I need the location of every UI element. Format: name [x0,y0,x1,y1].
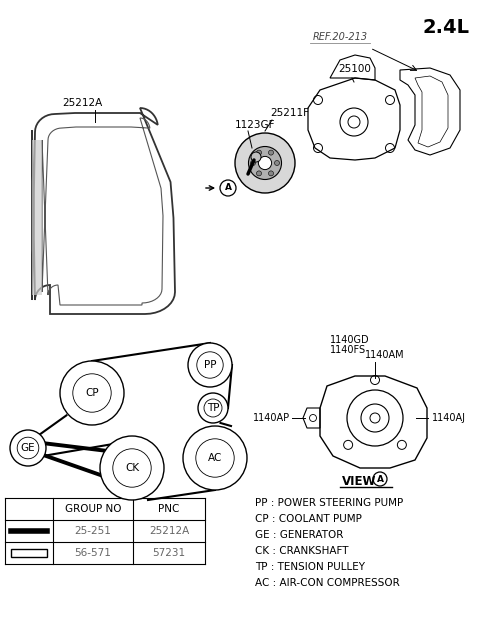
Text: GE : GENERATOR: GE : GENERATOR [255,530,343,540]
Text: PP : POWER STEERING PUMP: PP : POWER STEERING PUMP [255,498,403,508]
Text: A: A [376,475,384,483]
Circle shape [198,393,228,423]
Circle shape [235,133,295,193]
Text: REF.20-213: REF.20-213 [312,32,368,42]
Circle shape [256,171,262,176]
Text: PNC: PNC [158,504,180,514]
Text: 57231: 57231 [153,548,186,558]
Circle shape [60,361,124,425]
Polygon shape [32,140,42,295]
Circle shape [268,171,274,176]
Text: 25100: 25100 [338,64,371,74]
FancyBboxPatch shape [11,549,47,557]
Text: 1140GD: 1140GD [330,335,370,345]
Circle shape [268,150,274,155]
Text: CP: CP [85,388,99,398]
Circle shape [100,436,164,500]
Text: A: A [225,184,231,192]
Text: 25212A: 25212A [62,98,102,108]
Circle shape [256,150,262,155]
Text: 2.4L: 2.4L [423,18,470,37]
Text: CP : COOLANT PUMP: CP : COOLANT PUMP [255,514,362,524]
Circle shape [251,152,261,162]
Text: 1140AM: 1140AM [365,350,405,360]
Text: AC: AC [208,453,222,463]
Text: 56-571: 56-571 [74,548,111,558]
Circle shape [258,156,272,170]
Text: GE: GE [21,443,36,453]
Text: VIEW: VIEW [342,475,376,488]
Text: PP: PP [204,360,216,370]
Circle shape [251,160,255,165]
Text: TP: TP [207,403,219,413]
Text: TP : TENSION PULLEY: TP : TENSION PULLEY [255,562,365,572]
Circle shape [183,426,247,490]
Text: 25-251: 25-251 [74,526,111,536]
Text: AC : AIR-CON COMPRESSOR: AC : AIR-CON COMPRESSOR [255,578,400,588]
Text: GROUP NO: GROUP NO [65,504,121,514]
Text: 25212A: 25212A [149,526,189,536]
Text: CK : CRANKSHAFT: CK : CRANKSHAFT [255,546,348,556]
Text: 25211F: 25211F [270,108,309,118]
Circle shape [249,146,281,179]
Text: 1140AP: 1140AP [253,413,290,423]
Circle shape [275,160,279,165]
Text: 1123GF: 1123GF [235,120,276,130]
Text: 1140FS: 1140FS [330,345,366,355]
Text: CK: CK [125,463,139,473]
Circle shape [10,430,46,466]
Circle shape [188,343,232,387]
Text: 1140AJ: 1140AJ [432,413,466,423]
